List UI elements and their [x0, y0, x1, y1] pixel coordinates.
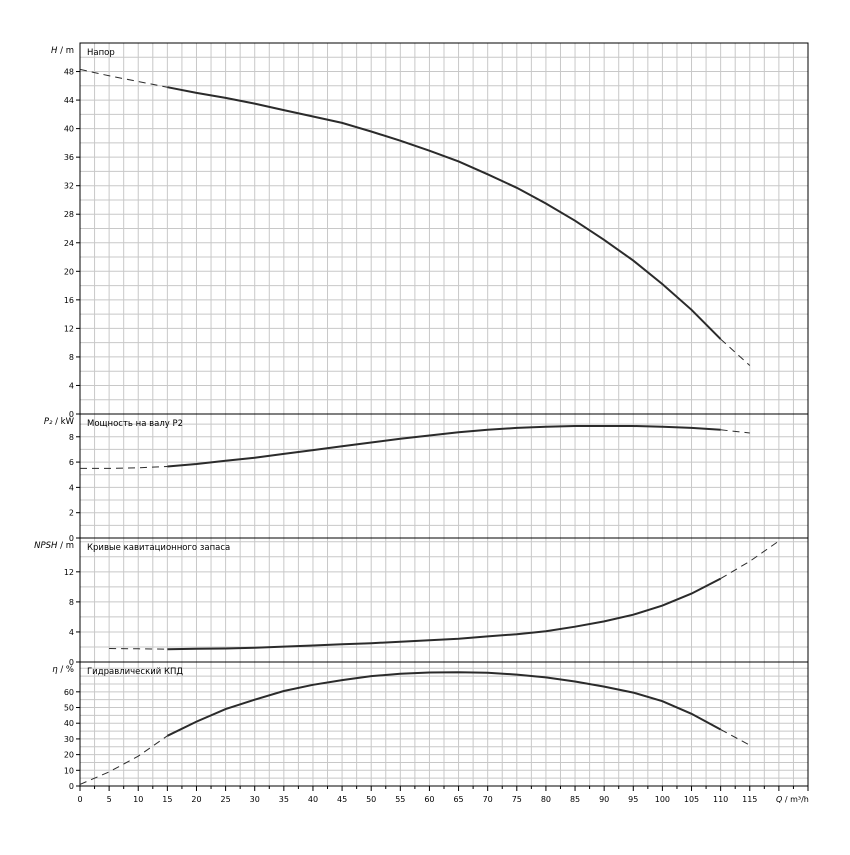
y-tick-label: 0 [69, 658, 74, 667]
x-tick-label: 30 [250, 795, 260, 804]
x-tick-label: 40 [308, 795, 318, 804]
x-tick-label: 115 [742, 795, 757, 804]
x-tick-label: 95 [628, 795, 638, 804]
x-tick-label: 110 [713, 795, 728, 804]
series-line-dashed [720, 429, 750, 434]
x-tick-label: 70 [483, 795, 493, 804]
series-line-dashed [79, 68, 168, 88]
series-line-dashed [720, 338, 751, 366]
y-tick-label: 2 [69, 509, 74, 518]
y-tick-label: 16 [64, 296, 74, 305]
x-axis-label: Q / m³/h [776, 795, 809, 804]
panel-title: Кривые кавитационного запаса [87, 543, 230, 553]
x-tick-label: 35 [279, 795, 289, 804]
series-line [167, 86, 722, 340]
x-tick-label: 45 [337, 795, 347, 804]
y-tick-label: 24 [64, 239, 74, 248]
x-tick-label: 20 [191, 795, 201, 804]
series-line-dashed [80, 466, 168, 469]
x-axis: 0 5 10 15 20 25 30 35 40 45 50 55 60 65 70 75 80 85 90 95 10… [77, 786, 809, 804]
y-axis-label: η / % [52, 665, 74, 675]
y-tick-label: 8 [69, 433, 74, 442]
y-tick-label: 4 [69, 483, 74, 492]
y-tick-label: 0 [69, 410, 74, 419]
x-tick-label: 25 [221, 795, 231, 804]
x-tick-label: 15 [162, 795, 172, 804]
x-tick-label: 105 [684, 795, 699, 804]
y-tick-label: 10 [64, 766, 74, 775]
y-tick-label: 60 [64, 688, 74, 697]
y-tick-label: 12 [64, 568, 74, 577]
y-axis-label: NPSH / m [34, 541, 74, 551]
panel-npsh: 0 4 8 12 NPSH / m Кривые кавитационного запас… [34, 537, 809, 667]
x-tick-label: 0 [77, 795, 82, 804]
x-tick-label: 5 [107, 795, 112, 804]
y-tick-label: 44 [64, 96, 74, 105]
y-tick-label: 40 [64, 125, 74, 134]
y-tick-label: 4 [69, 628, 74, 637]
y-tick-label: 0 [69, 534, 74, 543]
y-tick-label: 48 [64, 68, 74, 77]
series-line-dashed [109, 648, 168, 650]
x-tick-label: 60 [424, 795, 434, 804]
panel-title: Гидравлический КПД [87, 667, 183, 677]
x-tick-label: 85 [570, 795, 580, 804]
x-tick-label: 75 [512, 795, 522, 804]
y-tick-label: 20 [64, 751, 74, 760]
x-tick-label: 100 [655, 795, 670, 804]
y-axis-label: H / m [51, 46, 74, 56]
y-tick-label: 40 [64, 719, 74, 728]
y-axis-label: P₂ / kW [44, 417, 75, 427]
panel-title: Напор [87, 48, 115, 58]
y-tick-label: 6 [69, 458, 74, 467]
x-tick-label: 55 [395, 795, 405, 804]
x-tick-label: 90 [599, 795, 609, 804]
x-tick-label: 80 [541, 795, 551, 804]
y-tick-label: 0 [69, 782, 74, 791]
series-line-dashed [720, 729, 751, 746]
series-line [166, 671, 722, 737]
y-tick-label: 36 [64, 153, 74, 162]
y-tick-label: 12 [64, 324, 74, 333]
series-line [167, 577, 722, 651]
series-line-dashed [79, 735, 168, 785]
panel-title: Мощность на валу P2 [87, 419, 183, 429]
x-tick-label: 50 [366, 795, 376, 804]
y-tick-label: 28 [64, 210, 74, 219]
x-tick-label: 10 [133, 795, 143, 804]
x-tick-label: 65 [453, 795, 463, 804]
y-tick-label: 8 [69, 598, 74, 607]
series-line [167, 425, 721, 468]
y-tick-label: 20 [64, 267, 74, 276]
y-tick-label: 8 [69, 353, 74, 362]
panel-efficiency: 0 10 20 30 40 50 60 η / % Гидравлический КПД [52, 661, 809, 791]
y-tick-label: 32 [64, 182, 74, 191]
y-tick-label: 4 [69, 381, 74, 390]
y-tick-label: 50 [64, 704, 74, 713]
panel-power: 0 2 4 6 8 P₂ / kW Мощность на валу P2 [44, 413, 809, 543]
y-tick-label: 30 [64, 735, 74, 744]
